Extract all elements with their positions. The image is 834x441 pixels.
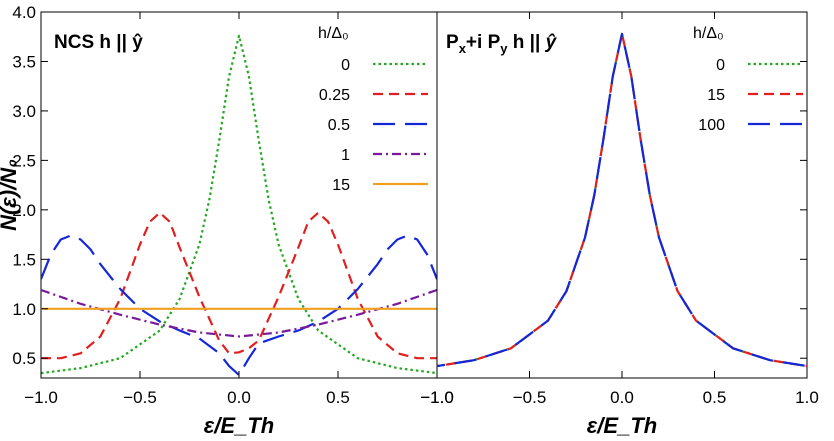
y-tick-label: 0.5 (12, 349, 36, 368)
right-x-tick-label: 0.0 (610, 388, 634, 407)
right-legend-label-15: 15 (707, 87, 725, 104)
y-tick-label: 4.0 (12, 3, 36, 22)
title-part-p: P (446, 32, 459, 53)
left-x-tick-label: −1.0 (420, 388, 454, 407)
panel-left-title: NCS h || ŷ (54, 32, 143, 53)
right-series-line-100 (437, 32, 807, 368)
panel-right-frame (436, 11, 808, 379)
left-legend-label-0.25: 0.25 (319, 87, 350, 104)
left-legend-title: h/Δ₀ (318, 25, 349, 42)
right-legend-label-100: 100 (698, 117, 725, 134)
left-series-line-1 (41, 288, 437, 338)
x-axis-label-left: ε/E_Th (204, 413, 274, 438)
right-x-tick-label: −0.5 (513, 388, 547, 407)
panel-left: −1.0 −0.5 0.0 0.5 −1.0 0.5 1.0 1.5 2.0 2.5 3.0 3.5 4… (12, 3, 807, 407)
y-tick-label: 3.0 (12, 102, 36, 121)
panel-right: −1.0 −0.5 0.0 0.5 1.0 Px+i Py h || ŷ h/Δ₀ 0 15… (420, 11, 819, 407)
right-legend-title: h/Δ₀ (693, 25, 724, 42)
panel-right-title: Px+i Py h || ŷ (446, 32, 558, 56)
y-tick-label: 2.5 (12, 151, 36, 170)
left-series-line-0.25 (41, 211, 437, 360)
right-x-tick-label: 1.0 (795, 388, 819, 407)
left-series-line-0.5 (41, 234, 437, 377)
left-x-tick-label: 0.5 (326, 388, 350, 407)
y-axis-label: N(ε)/N₀ (0, 159, 21, 231)
title-part-y-hat: ŷ (545, 32, 558, 53)
right-legend-label-0: 0 (716, 57, 725, 74)
title-part-plus-i-p: +i P (466, 32, 501, 53)
left-legend-label-1: 1 (341, 147, 350, 164)
panel-left-frame (40, 11, 438, 379)
title-part-h-parallel: h || (507, 32, 545, 53)
y-tick-label: 3.5 (12, 52, 36, 71)
title-part-sub-y: y (500, 41, 508, 56)
right-series-line-0 (437, 32, 807, 368)
left-x-tick-label: −0.5 (123, 388, 157, 407)
left-series-line-0 (41, 34, 437, 375)
x-axis-label-right: ε/E_Th (587, 413, 657, 438)
left-x-tick-label: −1.0 (24, 388, 58, 407)
left-x-tick-label: 0.0 (227, 388, 251, 407)
left-legend-label-0.5: 0.5 (328, 117, 350, 134)
left-legend-label-0: 0 (341, 57, 350, 74)
left-legend-label-15: 15 (332, 177, 350, 194)
right-series-line-15 (437, 32, 807, 368)
y-tick-label: 2.0 (12, 201, 36, 220)
right-x-tick-label: 0.5 (703, 388, 727, 407)
title-part-sub-x: x (459, 41, 467, 56)
right-x-tick-label: −1.0 (420, 388, 454, 407)
y-tick-label: 1.0 (12, 300, 36, 319)
y-tick-label: 1.5 (12, 250, 36, 269)
